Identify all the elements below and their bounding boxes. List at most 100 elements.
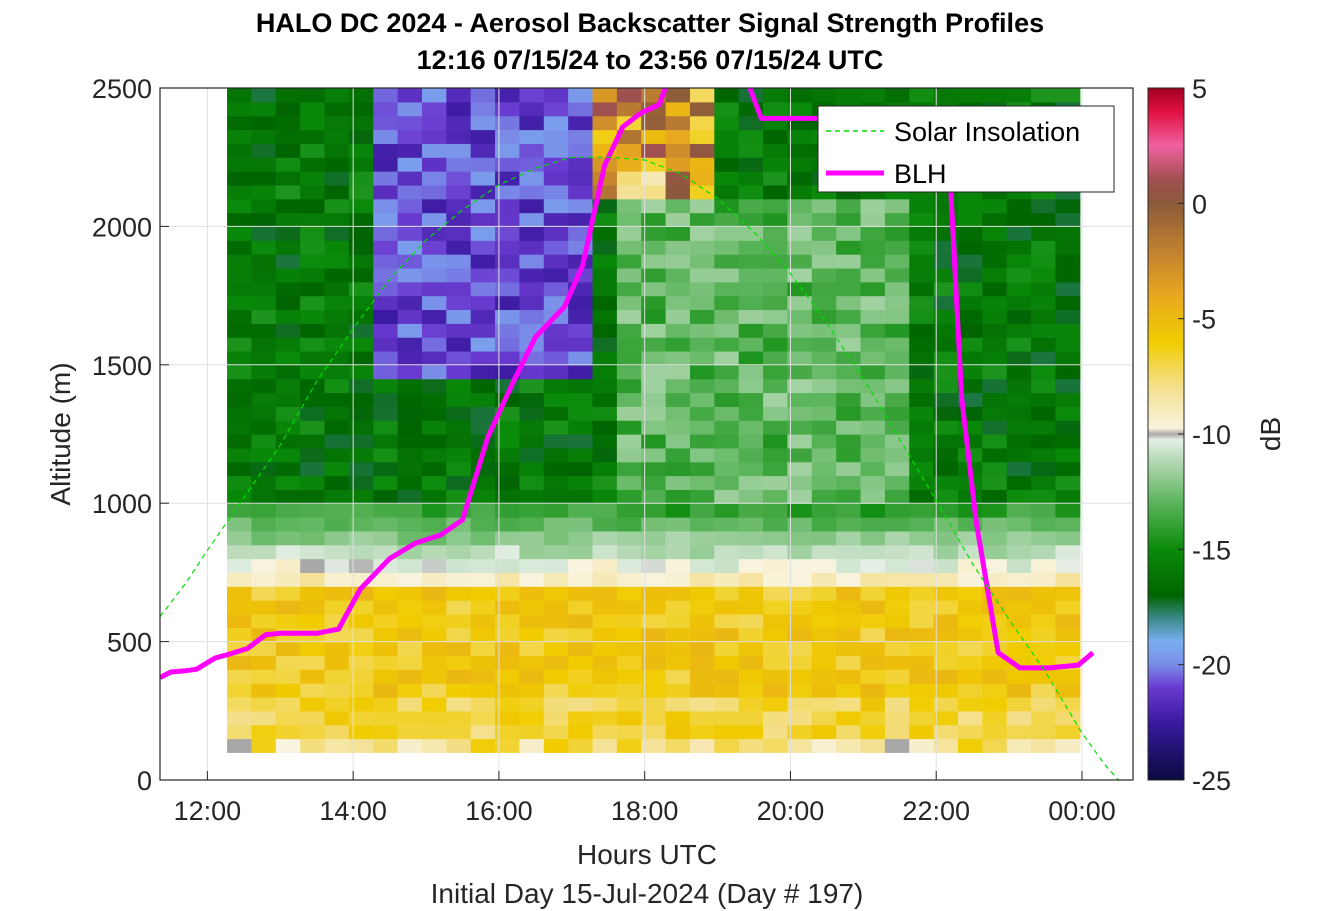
heatmap-cell xyxy=(616,129,642,144)
heatmap-cell xyxy=(275,198,301,214)
y-axis-label: Altitude (m) xyxy=(45,362,76,505)
heatmap-cell xyxy=(251,586,277,601)
heatmap-cell xyxy=(470,309,496,324)
heatmap-cell xyxy=(275,364,301,380)
heatmap-cell xyxy=(909,323,935,338)
heatmap-cell xyxy=(665,337,691,352)
heatmap-cell xyxy=(982,226,1008,241)
heatmap-cell xyxy=(373,724,399,740)
heatmap-cell xyxy=(616,613,642,629)
heatmap-cell xyxy=(397,198,423,214)
heatmap-cell xyxy=(495,420,521,435)
heatmap-cell xyxy=(860,281,886,297)
heatmap-cell xyxy=(592,683,618,698)
heatmap-cell xyxy=(787,88,813,103)
heatmap-cell xyxy=(933,267,959,283)
heatmap-cell xyxy=(519,475,545,490)
heatmap-cell xyxy=(543,558,569,573)
heatmap-cell xyxy=(1031,724,1057,740)
heatmap-cell xyxy=(373,143,399,158)
heatmap-cell xyxy=(1031,586,1057,601)
heatmap-cell xyxy=(860,240,886,255)
heatmap-cell xyxy=(1055,544,1081,560)
heatmap-cell xyxy=(763,212,789,227)
heatmap-cell xyxy=(324,724,350,740)
heatmap-cell xyxy=(348,295,374,311)
heatmap-cell xyxy=(227,295,253,311)
heatmap-cell xyxy=(884,655,910,670)
heatmap-cell xyxy=(665,530,691,546)
heatmap-cell xyxy=(738,378,764,394)
heatmap-cell xyxy=(470,254,496,269)
heatmap-cell xyxy=(1031,600,1057,615)
heatmap-cell xyxy=(543,696,569,712)
colorbar-tick-label: -25 xyxy=(1192,766,1231,796)
heatmap-cell xyxy=(982,558,1008,573)
heatmap-cell xyxy=(470,627,496,643)
heatmap-cell xyxy=(665,240,691,255)
heatmap-cell xyxy=(421,613,447,629)
heatmap-cell xyxy=(665,696,691,712)
heatmap-cell xyxy=(884,572,910,587)
heatmap-cell xyxy=(787,101,813,117)
heatmap-cell xyxy=(909,350,935,366)
heatmap-cell xyxy=(495,461,521,477)
heatmap-cell xyxy=(616,212,642,227)
heatmap-cell xyxy=(324,198,350,214)
heatmap-cell xyxy=(689,572,715,587)
heatmap-cell xyxy=(836,710,862,726)
heatmap-cell xyxy=(300,558,326,573)
heatmap-cell xyxy=(738,157,764,172)
heatmap-cell xyxy=(592,309,618,324)
heatmap-cell xyxy=(300,281,326,297)
heatmap-cell xyxy=(446,669,472,684)
heatmap-cell xyxy=(689,447,715,463)
heatmap-cell xyxy=(787,392,813,407)
heatmap-cell xyxy=(519,517,545,532)
heatmap-cell xyxy=(373,267,399,283)
heatmap-cell xyxy=(519,683,545,698)
heatmap-cell xyxy=(373,613,399,629)
heatmap-cell xyxy=(957,710,983,726)
heatmap-cell xyxy=(1055,503,1081,518)
heatmap-cell xyxy=(348,503,374,518)
heatmap-cell xyxy=(543,475,569,490)
heatmap-cell xyxy=(909,267,935,283)
heatmap-cell xyxy=(275,420,301,435)
heatmap-cell xyxy=(300,447,326,463)
heatmap-cell xyxy=(909,420,935,435)
heatmap-cell xyxy=(641,281,667,297)
heatmap-cell xyxy=(933,710,959,726)
heatmap-cell xyxy=(300,88,326,103)
heatmap-cell xyxy=(470,212,496,227)
heatmap-cell xyxy=(519,600,545,615)
heatmap-cell xyxy=(1031,544,1057,560)
heatmap-cell xyxy=(592,434,618,449)
heatmap-cell xyxy=(909,696,935,712)
heatmap-cell xyxy=(348,184,374,200)
heatmap-cell xyxy=(1006,669,1032,684)
heatmap-cell xyxy=(543,364,569,380)
heatmap-cell xyxy=(275,503,301,518)
heatmap-cell xyxy=(665,281,691,297)
heatmap-cell xyxy=(275,157,301,172)
heatmap-cell xyxy=(348,143,374,158)
heatmap-cell xyxy=(909,558,935,573)
heatmap-cell xyxy=(348,88,374,103)
heatmap-cell xyxy=(787,254,813,269)
heatmap-cell xyxy=(836,364,862,380)
heatmap-cell xyxy=(251,669,277,684)
heatmap-cell xyxy=(275,212,301,227)
heatmap-cell xyxy=(251,420,277,435)
heatmap-cell xyxy=(1055,489,1081,504)
heatmap-cell xyxy=(227,558,253,573)
heatmap-cell xyxy=(933,696,959,712)
heatmap-cell xyxy=(738,683,764,698)
heatmap-cell xyxy=(495,613,521,629)
heatmap-cell xyxy=(275,447,301,463)
heatmap-cell xyxy=(763,226,789,241)
x-tick-label: 12:00 xyxy=(174,796,242,826)
x-tick-label: 14:00 xyxy=(319,796,387,826)
heatmap-cell xyxy=(543,226,569,241)
legend[interactable]: Solar Insolation BLH xyxy=(817,105,1115,193)
